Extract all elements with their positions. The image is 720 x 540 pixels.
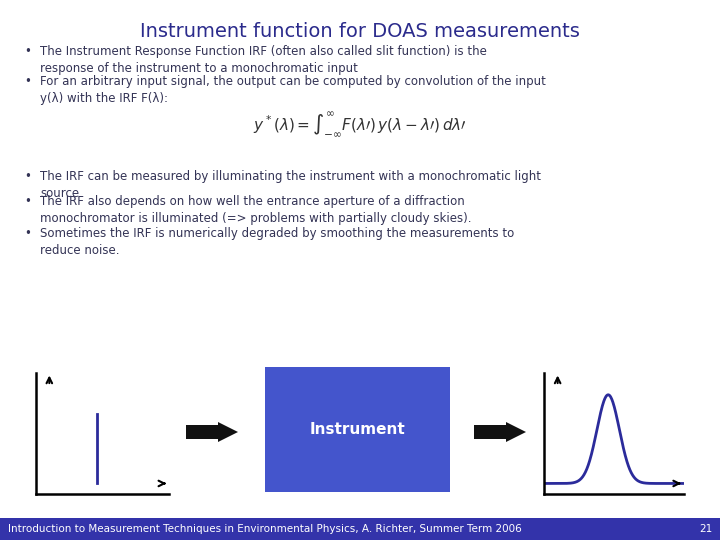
Bar xyxy=(0,518,720,540)
Text: Instrument: Instrument xyxy=(310,422,405,437)
Text: For an arbitrary input signal, the output can be computed by convolution of the : For an arbitrary input signal, the outpu… xyxy=(40,75,546,105)
Text: •: • xyxy=(24,75,32,88)
Text: The IRF can be measured by illuminating the instrument with a monochromatic ligh: The IRF can be measured by illuminating … xyxy=(40,170,541,200)
FancyArrow shape xyxy=(186,422,238,442)
Text: •: • xyxy=(24,170,32,183)
Text: $y^*(\lambda) = \int_{-\infty}^{\infty} F(\lambda\prime)\,y(\lambda - \lambda\pr: $y^*(\lambda) = \int_{-\infty}^{\infty} … xyxy=(253,110,467,140)
Text: •: • xyxy=(24,45,32,58)
Text: Sometimes the IRF is numerically degraded by smoothing the measurements to
reduc: Sometimes the IRF is numerically degrade… xyxy=(40,227,514,257)
Text: The IRF also depends on how well the entrance aperture of a diffraction
monochro: The IRF also depends on how well the ent… xyxy=(40,195,472,225)
Text: Introduction to Measurement Techniques in Environmental Physics, A. Richter, Sum: Introduction to Measurement Techniques i… xyxy=(8,524,522,534)
FancyArrow shape xyxy=(474,422,526,442)
Bar xyxy=(265,367,450,492)
Text: •: • xyxy=(24,195,32,208)
Text: Instrument function for DOAS measurements: Instrument function for DOAS measurement… xyxy=(140,22,580,41)
Text: The Instrument Response Function IRF (often also called slit function) is the
re: The Instrument Response Function IRF (of… xyxy=(40,45,487,75)
Text: •: • xyxy=(24,227,32,240)
Text: 21: 21 xyxy=(698,524,712,534)
